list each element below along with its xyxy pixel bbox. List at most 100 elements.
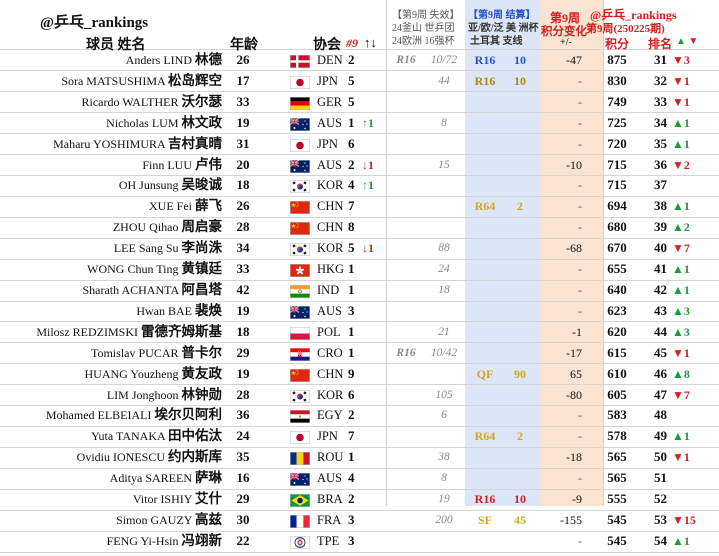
rank-change: ▼15 xyxy=(672,512,696,527)
row-divider xyxy=(0,446,719,448)
row-divider xyxy=(0,300,719,302)
national-rank-change: ↑1 xyxy=(362,178,374,193)
national-rank: 1 xyxy=(348,114,355,130)
ranking-points: 875 xyxy=(607,52,627,67)
table-row: Milosz REDZIMSKI 雷德齐姆斯基 18 POL 1 21 -1 620 44 ▲3 xyxy=(0,322,719,343)
flag-icon xyxy=(290,200,310,215)
country-code: JPN xyxy=(317,73,338,88)
row-divider xyxy=(0,112,719,114)
table-row: Ovidiu IONESCU 约内斯库 35 ROU 1 38 -18 565 50 ▼1 xyxy=(0,447,719,468)
row-divider xyxy=(0,405,719,407)
points-change: - xyxy=(578,73,582,88)
lost-points: 18 xyxy=(438,283,450,296)
player-age: 19 xyxy=(236,114,250,130)
table-row: XUE Fei 薛飞 26 CHN 7 R64 2 - 694 38 ▲1 xyxy=(0,196,719,217)
rank-change: ▲3 xyxy=(672,324,690,339)
world-rank: 38 xyxy=(654,198,667,214)
player-age: 19 xyxy=(236,365,250,381)
player-name: LEE Sang Su 李尚洙 xyxy=(114,238,222,259)
country-code: KOR xyxy=(317,178,344,193)
row-divider xyxy=(0,551,719,553)
row-divider xyxy=(0,91,719,93)
flag-icon xyxy=(289,117,310,131)
flag-icon xyxy=(290,389,310,403)
flag-icon xyxy=(290,242,310,257)
player-age: 17 xyxy=(236,72,250,88)
row-divider xyxy=(0,237,719,239)
rank-change: ▲3 xyxy=(672,303,690,318)
row-divider xyxy=(0,279,719,281)
header-right-brand: @乒乓_rankings xyxy=(590,8,677,22)
player-name-en: Tomislav PUCAR xyxy=(90,345,182,360)
rank-change: ▲8 xyxy=(672,366,690,381)
player-name: Tomislav PUCAR 普卡尔 xyxy=(91,343,222,364)
row-divider xyxy=(0,321,719,323)
points-change: - xyxy=(578,429,582,444)
rank-change: ▼1 xyxy=(672,73,690,88)
player-name-cn: 沃尔瑟 xyxy=(181,93,223,109)
points-change: -47 xyxy=(566,53,582,67)
lost-points: 6 xyxy=(441,409,447,422)
national-rank: 1 xyxy=(348,449,355,465)
country-code: JPN xyxy=(317,136,338,151)
player-age: 22 xyxy=(236,532,250,548)
world-rank: 37 xyxy=(654,177,667,193)
header-lost-title: 【第9周 失效】 xyxy=(392,10,460,21)
header-player: 球员 姓名 xyxy=(86,38,146,53)
national-rank: 2 xyxy=(348,491,355,507)
row-divider xyxy=(0,195,719,197)
national-rank: 1 xyxy=(348,261,355,277)
points-change: - xyxy=(578,115,582,130)
table-row: ZHOU Qihao 周启豪 28 CHN 8 - 680 39 ▲2 xyxy=(0,217,719,238)
country-code: ROU xyxy=(317,450,344,465)
player-name: Yuta TANAKA 田中佑汰 xyxy=(91,426,222,447)
player-age: 30 xyxy=(236,511,250,527)
player-name-cn: 雷德齐姆斯基 xyxy=(141,323,222,339)
national-rank: 2 xyxy=(348,407,355,423)
lost-points: 10/72 xyxy=(430,54,458,66)
table-row: Nicholas LUM 林文政 19 AUS 1 ↑1 8 - 725 34 ▲1 xyxy=(0,113,719,134)
player-name: WONG Chun Ting 黄镇廷 xyxy=(87,259,222,280)
points-change: - xyxy=(578,94,582,109)
player-name-en: Sharath ACHANTA xyxy=(82,282,182,297)
ranking-points: 578 xyxy=(607,428,627,444)
player-age: 33 xyxy=(236,93,250,109)
player-name-cn: 普卡尔 xyxy=(181,344,223,360)
rank-change: ▲1 xyxy=(672,199,690,214)
national-rank-change: ↑1 xyxy=(362,115,374,130)
country-code: HKG xyxy=(317,262,345,277)
world-rank: 52 xyxy=(654,491,667,507)
player-name: Finn LUU 卢伟 xyxy=(142,155,222,176)
player-age: 36 xyxy=(236,407,250,423)
rank-change: ▲1 xyxy=(672,533,690,548)
world-rank: 46 xyxy=(654,365,667,381)
player-age: 26 xyxy=(236,198,250,214)
national-rank: 5 xyxy=(348,93,355,109)
points-change: -1 xyxy=(572,324,582,339)
player-name-en: ZHOU Qihao xyxy=(112,220,182,235)
settled-round: QF xyxy=(476,366,494,381)
lost-points: 44 xyxy=(438,74,450,87)
points-change: -80 xyxy=(566,387,582,402)
ranking-points: 615 xyxy=(607,344,627,360)
national-rank: 3 xyxy=(348,511,355,527)
ranking-points: 605 xyxy=(607,386,627,402)
table-row: FENG Yi-Hsin 冯翊新 22 TPE 3 - 545 54 ▲1 xyxy=(0,531,719,552)
player-name-en: Simon GAUZY xyxy=(116,512,195,527)
national-rank: 3 xyxy=(348,302,355,318)
player-name: Sora MATSUSHIMA 松岛辉空 xyxy=(61,71,222,92)
national-rank: 3 xyxy=(348,532,355,548)
world-rank: 47 xyxy=(654,386,667,402)
country-code: BRA xyxy=(317,492,343,507)
country-code: POL xyxy=(317,324,341,339)
player-name: Vitor ISHIY 艾什 xyxy=(133,489,222,510)
flag-icon xyxy=(290,75,310,89)
world-rank: 35 xyxy=(654,135,667,151)
national-rank-change: ↓1 xyxy=(362,241,374,256)
player-name: HUANG Youzheng 黄友政 xyxy=(84,364,222,385)
country-code: AUS xyxy=(317,157,343,172)
player-name-cn: 冯翊新 xyxy=(181,532,223,548)
ranking-points: 640 xyxy=(607,281,627,297)
player-name-cn: 吴晙诚 xyxy=(181,177,223,193)
player-name-en: Ricardo WALTHER xyxy=(81,94,182,109)
